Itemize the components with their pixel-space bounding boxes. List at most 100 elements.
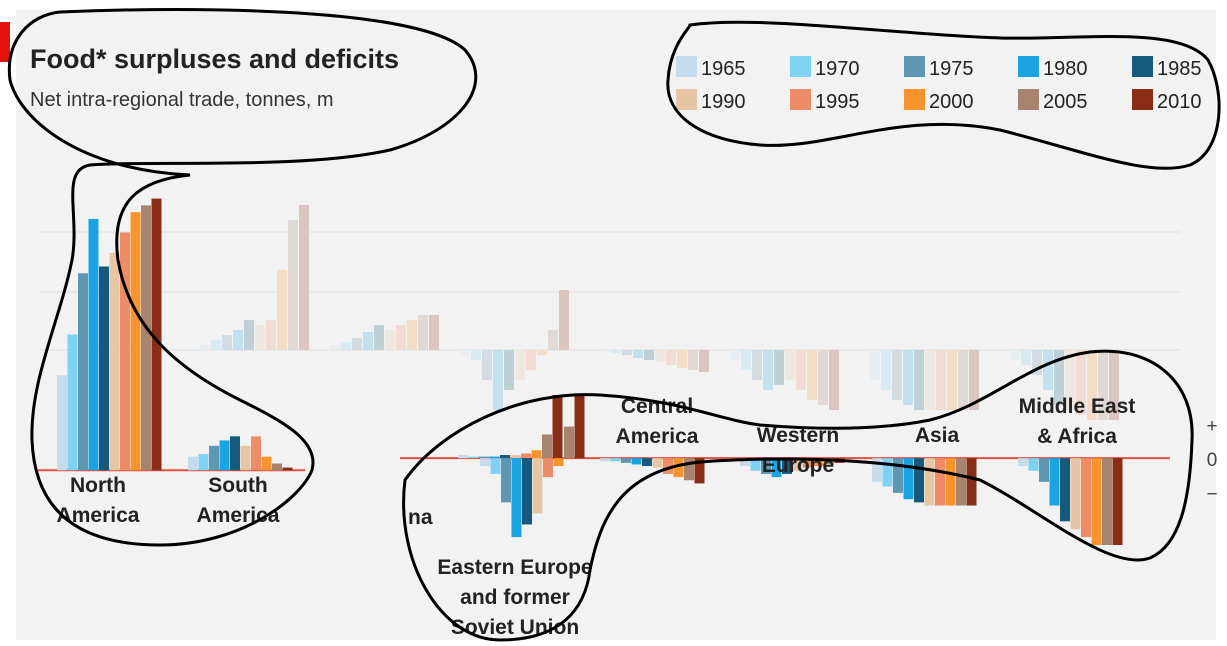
blurred-bar bbox=[460, 350, 470, 355]
bar-2010 bbox=[552, 395, 563, 459]
chart-subtitle: Net intra-regional trade, tonnes, m bbox=[30, 89, 334, 111]
blurred-bar bbox=[222, 335, 232, 350]
bar-2005 bbox=[564, 426, 574, 459]
category-label: America bbox=[57, 504, 140, 527]
bar-1990 bbox=[532, 458, 543, 514]
category-label: America bbox=[616, 425, 699, 448]
chart-title: Food* surpluses and deficits bbox=[30, 44, 399, 74]
blurred-bar bbox=[870, 350, 880, 380]
bar-1985 bbox=[914, 458, 924, 503]
bar-1985 bbox=[782, 458, 792, 474]
blurred-bar bbox=[341, 342, 351, 350]
bar-1965 bbox=[600, 458, 610, 462]
blurred-bar bbox=[352, 338, 362, 350]
blurred-bar bbox=[611, 350, 621, 353]
legend-swatch-2000 bbox=[904, 89, 925, 110]
blurred-bar bbox=[958, 350, 968, 410]
blurred-bar bbox=[374, 325, 384, 350]
bar-1975 bbox=[621, 458, 631, 463]
blurred-bar bbox=[1054, 350, 1064, 405]
blurred-bar bbox=[677, 350, 687, 368]
blurred-bar bbox=[807, 350, 817, 400]
bar-1975 bbox=[78, 273, 88, 471]
bar-1970 bbox=[882, 458, 893, 487]
blurred-bar bbox=[1087, 350, 1097, 420]
legend-swatch-1990 bbox=[676, 89, 697, 110]
blurred-bar bbox=[493, 350, 503, 410]
bar-1990 bbox=[1070, 458, 1081, 530]
legend-label: 1965 bbox=[701, 58, 746, 80]
chart-panel-background bbox=[16, 10, 1216, 640]
bar-1995 bbox=[803, 458, 813, 468]
bar-1980 bbox=[219, 440, 230, 471]
blurred-bar bbox=[785, 350, 795, 380]
blurred-bar bbox=[537, 350, 547, 355]
blurred-bar bbox=[730, 350, 740, 360]
bar-1965 bbox=[872, 458, 882, 482]
bar-1970 bbox=[468, 456, 479, 459]
blurred-bar bbox=[881, 350, 891, 390]
bar-1990 bbox=[510, 455, 521, 459]
bar-1970 bbox=[1028, 458, 1039, 471]
legend-swatch-1970 bbox=[790, 56, 811, 77]
blurred-bar bbox=[1076, 350, 1086, 415]
bar-2000 bbox=[553, 458, 564, 467]
legend-label: 1970 bbox=[815, 58, 860, 80]
outline-title bbox=[7, 8, 478, 547]
blurred-bar bbox=[947, 350, 957, 410]
blurred-bar bbox=[688, 350, 698, 370]
legend-label: 1995 bbox=[815, 91, 860, 113]
bar-1965 bbox=[480, 458, 490, 467]
bar-2005 bbox=[542, 434, 552, 459]
legend-label: 1990 bbox=[701, 91, 746, 113]
bar-1995 bbox=[251, 436, 261, 471]
bar-1995 bbox=[1081, 458, 1091, 538]
bar-2000 bbox=[130, 212, 141, 471]
blurred-bar bbox=[892, 350, 902, 400]
blurred-bar bbox=[330, 345, 340, 350]
category-label: South bbox=[208, 474, 267, 497]
category-label: Western bbox=[757, 424, 839, 447]
bars-north-south-america bbox=[57, 198, 293, 471]
blurred-bar bbox=[818, 350, 828, 405]
legend-label: 2005 bbox=[1043, 91, 1088, 113]
blurred-bar bbox=[211, 340, 221, 350]
legend-swatch-1995 bbox=[790, 89, 811, 110]
bar-2005 bbox=[956, 458, 966, 506]
blurred-bar bbox=[969, 350, 979, 410]
blurred-bar bbox=[299, 205, 309, 350]
bar-2000 bbox=[673, 458, 684, 478]
legend-swatch-1965 bbox=[676, 56, 697, 77]
blurred-bar bbox=[363, 332, 373, 350]
outline-bottom bbox=[402, 349, 1194, 642]
blurred-bar bbox=[699, 350, 709, 372]
bars-lower-regions bbox=[458, 395, 1123, 545]
bar-1980 bbox=[903, 458, 914, 500]
blurred-bar bbox=[666, 350, 676, 365]
blurred-bar bbox=[407, 320, 417, 350]
blurred-bar bbox=[482, 350, 492, 380]
bar-2005 bbox=[272, 463, 282, 471]
legend-label: 1985 bbox=[1157, 58, 1202, 80]
blurred-bar bbox=[741, 350, 751, 370]
blurred-bar bbox=[796, 350, 806, 390]
bar-2005 bbox=[684, 458, 694, 481]
bar-1980 bbox=[771, 458, 782, 478]
category-label: Eastern Europe bbox=[437, 556, 592, 579]
blurred-bar bbox=[622, 350, 632, 355]
blurred-bar bbox=[396, 325, 406, 350]
brand-red-mark bbox=[0, 22, 10, 62]
bar-2005 bbox=[141, 205, 151, 471]
blurred-bar bbox=[1109, 350, 1119, 420]
bar-1995 bbox=[521, 453, 531, 459]
blurred-bar bbox=[774, 350, 784, 385]
bar-2000 bbox=[813, 458, 824, 467]
y-tick-label: 0 bbox=[1207, 450, 1218, 471]
bar-1985 bbox=[522, 458, 532, 525]
bar-1975 bbox=[893, 458, 903, 493]
bar-1975 bbox=[479, 456, 489, 459]
outline-legend bbox=[666, 20, 1221, 170]
y-tick-label: − bbox=[1206, 484, 1217, 505]
bar-1975 bbox=[1039, 458, 1049, 482]
